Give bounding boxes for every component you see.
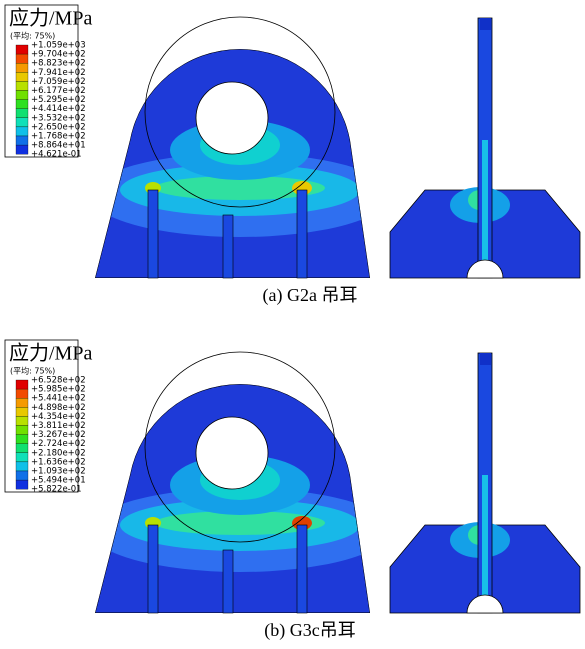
legend: 应力/MPa(平均: 75%)+6.528e+02+5.985e+02+5.44… <box>5 340 92 495</box>
legend-swatch <box>16 136 28 145</box>
front-view <box>90 17 390 278</box>
legend-swatch <box>16 72 28 81</box>
legend-value: +5.822e-01 <box>31 485 82 495</box>
web-hot <box>482 140 488 278</box>
stiffener <box>148 190 158 278</box>
cap <box>480 353 491 365</box>
legend-swatch <box>16 127 28 136</box>
legend-swatch <box>16 91 28 100</box>
legend-swatch <box>16 471 28 480</box>
legend-swatch <box>16 145 28 154</box>
panel: 应力/MPa(平均: 75%)+6.528e+02+5.985e+02+5.44… <box>5 340 580 641</box>
side-view <box>390 18 580 278</box>
legend-title: 应力/MPa <box>9 342 92 365</box>
legend: 应力/MPa(平均: 75%)+1.059e+03+9.704e+02+8.82… <box>5 5 92 160</box>
legend-swatch <box>16 480 28 489</box>
legend-swatch <box>16 389 28 398</box>
caption: (b) G3c吊耳 <box>264 620 355 641</box>
stiffener <box>223 215 233 278</box>
stiffener <box>297 525 307 613</box>
legend-swatch <box>16 54 28 63</box>
legend-swatch <box>16 398 28 407</box>
hole <box>196 82 268 154</box>
caption: (a) G2a 吊耳 <box>263 285 358 306</box>
legend-swatch <box>16 416 28 425</box>
legend-swatch <box>16 426 28 435</box>
legend-swatch <box>16 45 28 54</box>
legend-swatch <box>16 407 28 416</box>
cap <box>480 18 491 30</box>
legend-value: +4.621e-01 <box>31 150 82 160</box>
legend-swatch <box>16 453 28 462</box>
legend-subtitle: (平均: 75%) <box>10 366 55 376</box>
legend-subtitle: (平均: 75%) <box>10 31 55 41</box>
legend-swatch <box>16 444 28 453</box>
panel: 应力/MPa(平均: 75%)+1.059e+03+9.704e+02+8.82… <box>5 5 580 306</box>
front-view <box>90 352 390 613</box>
legend-title: 应力/MPa <box>9 7 92 30</box>
hole <box>196 417 268 489</box>
legend-swatch <box>16 462 28 471</box>
stiffener <box>297 190 307 278</box>
legend-swatch <box>16 100 28 109</box>
figure: 应力/MPa(平均: 75%)+1.059e+03+9.704e+02+8.82… <box>0 0 585 644</box>
legend-swatch <box>16 63 28 72</box>
side-view <box>390 353 580 613</box>
legend-swatch <box>16 435 28 444</box>
stiffener <box>223 550 233 613</box>
legend-swatch <box>16 81 28 90</box>
legend-swatch <box>16 380 28 389</box>
stiffener <box>148 525 158 613</box>
legend-swatch <box>16 109 28 118</box>
web-hot <box>482 475 488 613</box>
legend-swatch <box>16 118 28 127</box>
